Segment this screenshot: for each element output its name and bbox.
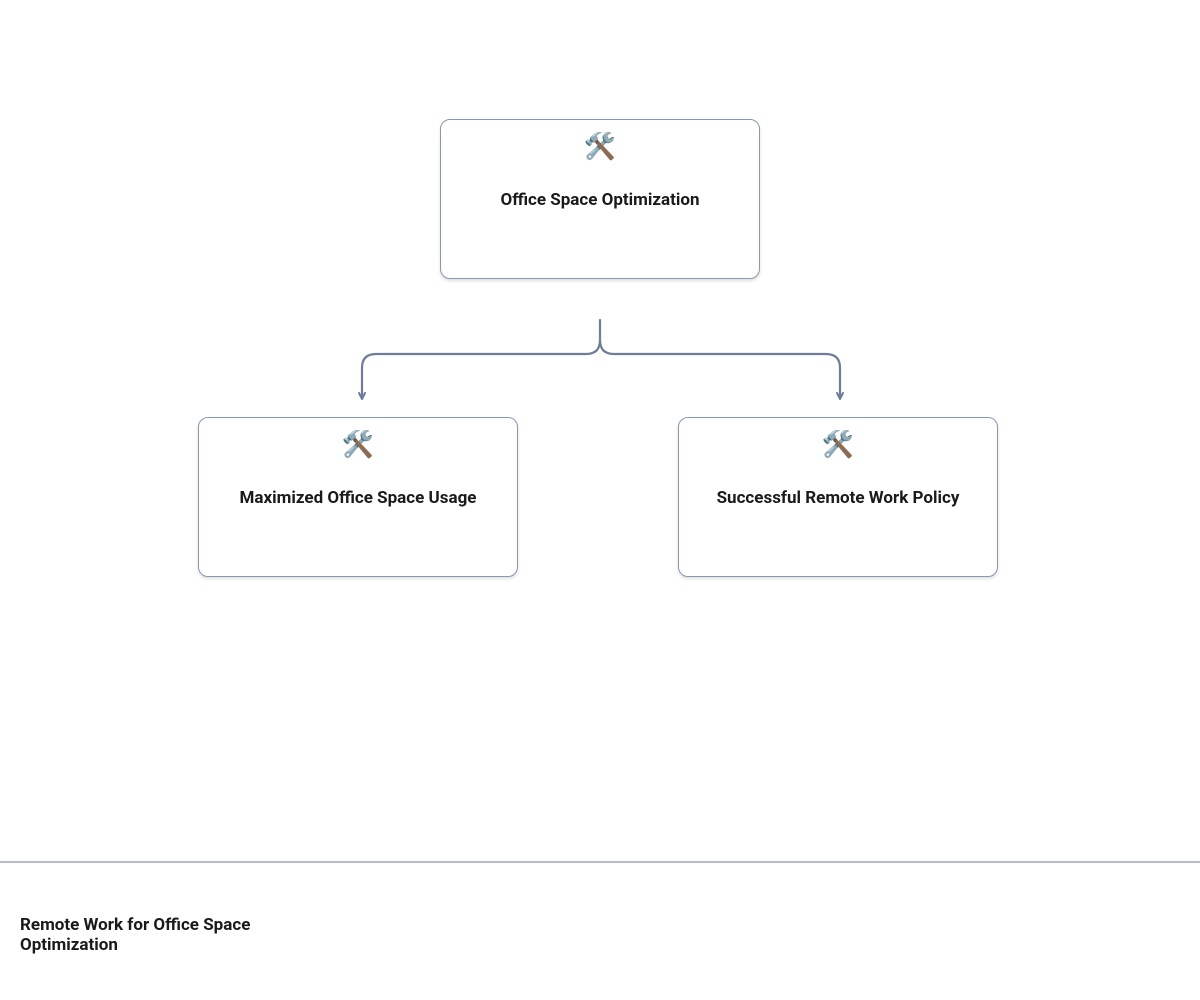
tools-icon: 🛠️ xyxy=(342,432,374,458)
footer-divider xyxy=(0,861,1200,863)
diagram-canvas: 🛠️ Office Space Optimization 🛠️ Maximize… xyxy=(0,0,1200,1000)
footer-title: Remote Work for Office Space Optimizatio… xyxy=(20,916,320,955)
tree-connector xyxy=(340,300,860,410)
tools-icon: 🛠️ xyxy=(584,134,616,160)
node-label: Office Space Optimization xyxy=(488,190,711,210)
node-maximized-office-space-usage[interactable]: 🛠️ Maximized Office Space Usage xyxy=(198,417,518,577)
node-successful-remote-work-policy[interactable]: 🛠️ Successful Remote Work Policy xyxy=(678,417,998,577)
tools-icon: 🛠️ xyxy=(822,432,854,458)
node-label: Successful Remote Work Policy xyxy=(705,488,972,508)
node-office-space-optimization[interactable]: 🛠️ Office Space Optimization xyxy=(440,119,760,279)
node-label: Maximized Office Space Usage xyxy=(228,488,489,508)
